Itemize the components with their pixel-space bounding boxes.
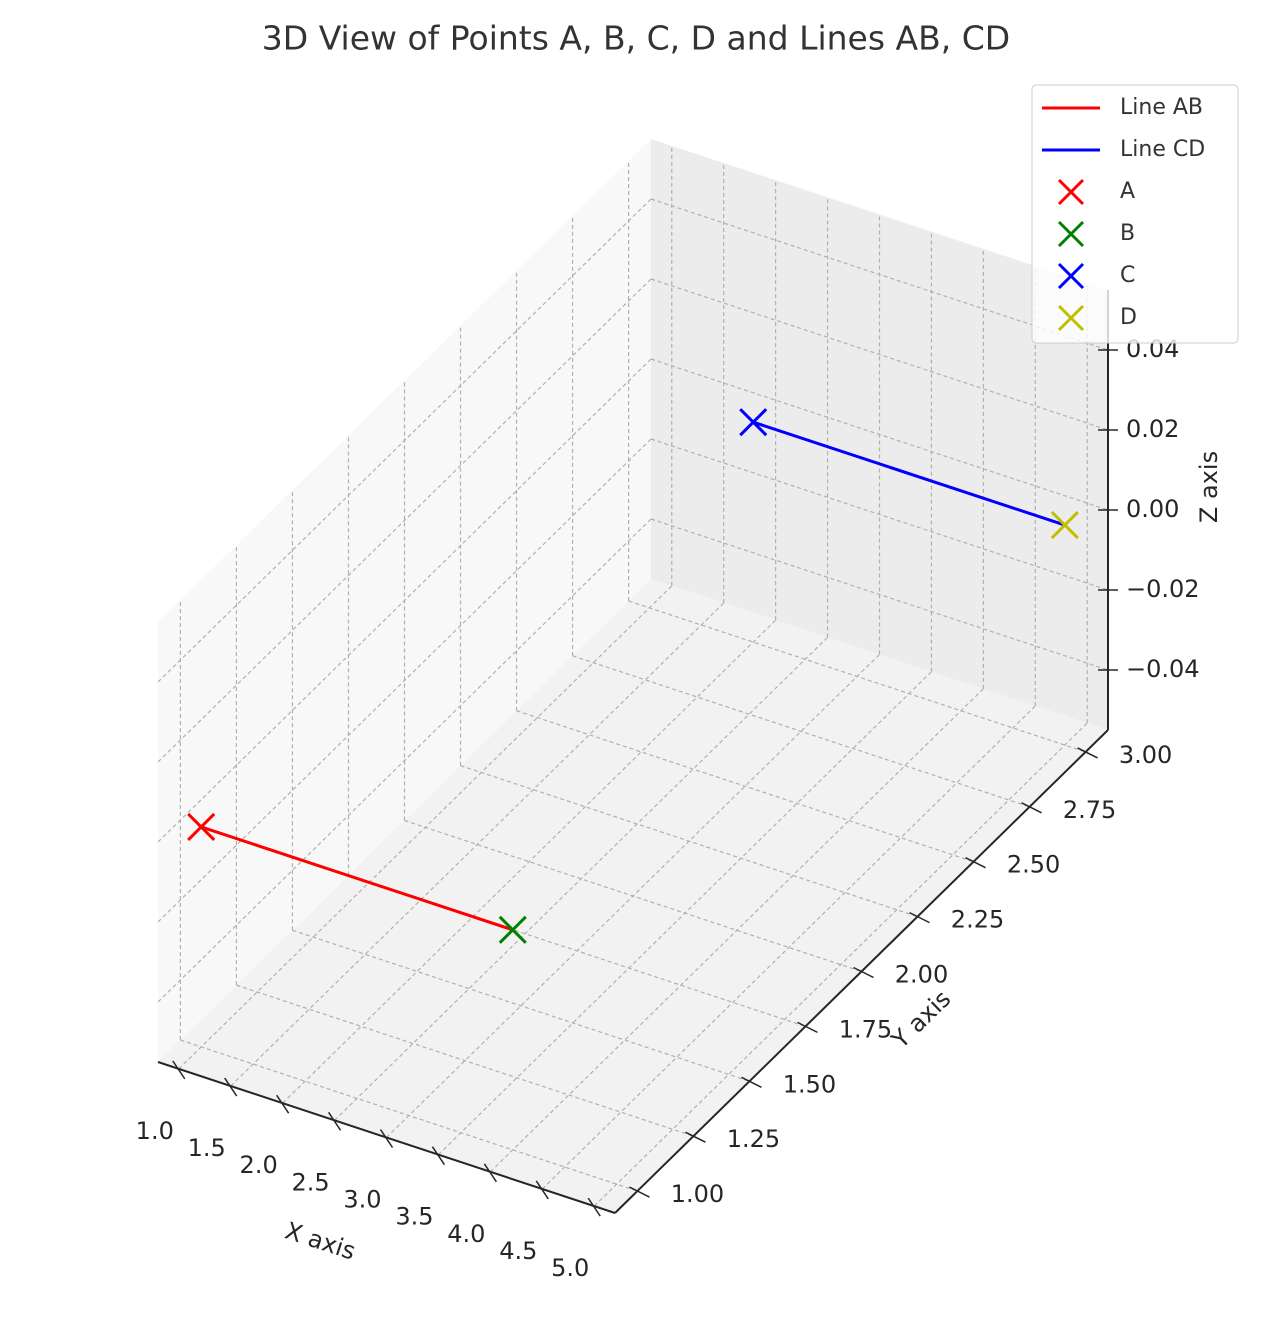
y-tick	[797, 1021, 818, 1034]
z-tick-label: −0.04	[1126, 655, 1200, 683]
x-tick-label: 4.0	[447, 1220, 485, 1248]
y-tick	[629, 1186, 650, 1198]
y-axis	[614, 729, 1109, 1214]
grid-line	[404, 819, 862, 973]
grid-line	[157, 518, 652, 1003]
y-tick	[685, 1131, 706, 1143]
grid-line	[157, 198, 652, 683]
grid-line	[572, 655, 1030, 808]
legend-marker	[1057, 178, 1085, 206]
y-tick	[909, 911, 930, 924]
grid-line	[650, 438, 1109, 591]
grid-line	[628, 600, 1086, 753]
grid-line	[292, 929, 750, 1082]
y-tick-label: 2.50	[1007, 851, 1060, 879]
grid-line	[180, 1039, 638, 1192]
y-tick-label: 1.25	[727, 1125, 780, 1153]
grid-line	[230, 602, 725, 1087]
x-tick-label: 3.0	[343, 1186, 381, 1214]
x-tick-label: 1.0	[136, 1117, 174, 1145]
z-tick-label: −0.02	[1126, 575, 1200, 603]
grid-line	[157, 358, 652, 843]
grid-line	[460, 765, 918, 918]
y-tick-label: 2.75	[1063, 796, 1116, 824]
legend-marker	[1057, 220, 1085, 248]
grid-line	[593, 722, 1088, 1207]
chart-title: 3D View of Points A, B, C, D and Lines A…	[262, 19, 1010, 58]
grid-line	[157, 438, 652, 923]
y-tick	[1077, 747, 1098, 759]
y-tick	[965, 857, 986, 869]
y-tick-label: 1.75	[839, 1015, 892, 1043]
y-tick-label: 3.00	[1119, 741, 1172, 769]
legend-label: A	[1120, 179, 1135, 204]
z-tick-label: 0.00	[1126, 495, 1179, 523]
legend-label: D	[1120, 305, 1137, 330]
y-tick-label: 1.50	[783, 1070, 836, 1098]
x-tick-label: 3.5	[395, 1203, 433, 1231]
x-tick-label: 2.5	[291, 1168, 329, 1196]
grid-line	[650, 278, 1109, 431]
z-axis-label: Z axis	[1195, 451, 1223, 523]
y-tick	[853, 966, 874, 979]
grid-line	[236, 984, 694, 1137]
x-tick-label: 4.5	[499, 1237, 537, 1265]
grid-line	[650, 518, 1109, 671]
grid-line	[541, 705, 1036, 1190]
y-tick	[1021, 802, 1042, 814]
grid-line	[282, 619, 777, 1104]
z-tick-label: 0.02	[1126, 415, 1179, 443]
x-axis	[157, 1061, 616, 1214]
legend-label: B	[1120, 221, 1135, 246]
point-marker	[187, 812, 216, 841]
grid-line	[650, 358, 1109, 511]
legend-marker	[1057, 262, 1085, 290]
legend-label: Line CD	[1120, 137, 1205, 162]
x-tick-label: 5.0	[551, 1254, 589, 1282]
y-tick-label: 2.00	[895, 961, 948, 989]
x-tick-label: 1.5	[188, 1134, 226, 1162]
legend-label: C	[1120, 263, 1135, 288]
y-tick	[741, 1076, 762, 1088]
x-tick-label: 2.0	[240, 1151, 278, 1179]
grid-line	[157, 278, 652, 763]
point-marker	[739, 408, 768, 437]
point-marker	[1050, 511, 1079, 540]
y-tick-label: 2.25	[951, 906, 1004, 934]
line	[200, 825, 514, 932]
legend-label: Line AB	[1120, 95, 1203, 120]
y-tick-label: 1.00	[671, 1180, 724, 1208]
grid-line	[516, 710, 974, 863]
legend-marker	[1057, 304, 1085, 332]
line	[752, 420, 1066, 527]
point-marker	[498, 915, 527, 944]
